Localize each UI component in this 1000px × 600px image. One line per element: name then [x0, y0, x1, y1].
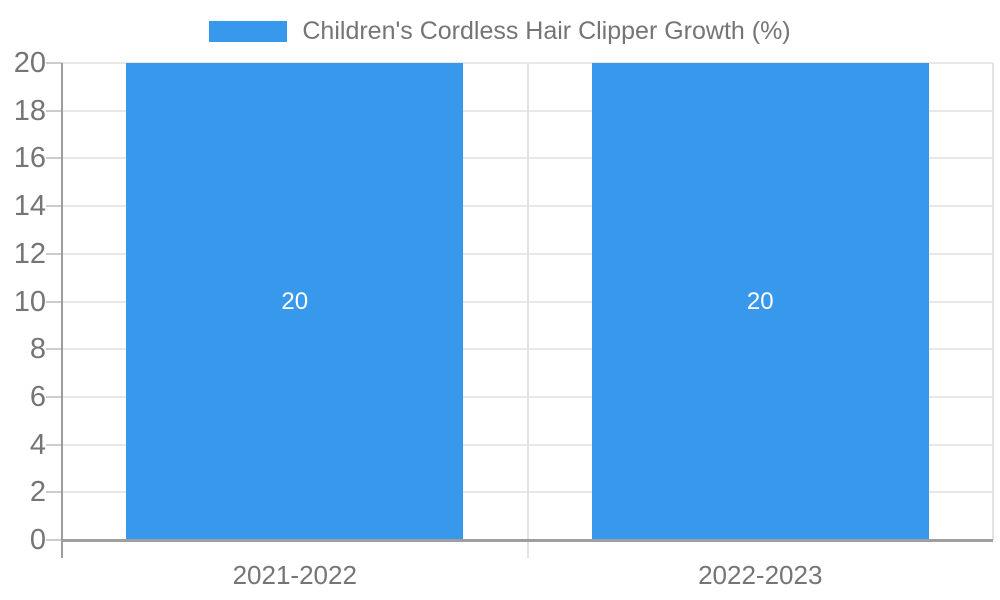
- plot-right-edge: [992, 63, 994, 540]
- y-axis-tick-label: 2: [29, 476, 46, 509]
- y-axis-line: [61, 63, 63, 558]
- y-tick-mark: [46, 205, 62, 208]
- category-divider: [526, 63, 529, 558]
- legend-label: Children's Cordless Hair Clipper Growth …: [302, 17, 791, 45]
- bar[interactable]: [591, 63, 929, 540]
- y-axis-tick-label: 0: [29, 524, 46, 556]
- y-axis-tick-label: 12: [13, 237, 46, 270]
- y-tick-mark: [46, 157, 62, 160]
- y-tick-mark: [46, 62, 62, 64]
- bar[interactable]: [126, 63, 464, 540]
- y-tick-mark: [46, 300, 62, 303]
- y-tick-mark: [46, 539, 62, 541]
- x-axis-category-label: 2022-2023: [698, 560, 823, 590]
- legend-swatch: [209, 20, 288, 42]
- bar-value-label: 20: [746, 287, 774, 315]
- y-axis-tick-label: 6: [29, 380, 46, 413]
- y-axis-tick-label: 4: [29, 428, 46, 461]
- y-axis-tick-label: 16: [13, 142, 46, 175]
- y-tick-mark: [46, 109, 62, 112]
- y-axis-tick-label: 14: [13, 190, 46, 223]
- y-axis-tick-label: 18: [13, 94, 46, 127]
- bar-value-label: 20: [281, 287, 309, 315]
- y-axis-tick-label: 20: [13, 47, 46, 79]
- y-tick-mark: [46, 491, 62, 494]
- y-tick-mark: [46, 395, 62, 398]
- y-tick-mark: [46, 348, 62, 351]
- chart-legend[interactable]: Children's Cordless Hair Clipper Growth …: [0, 16, 1000, 46]
- y-axis-tick-label: 8: [29, 333, 46, 366]
- y-tick-mark: [46, 252, 62, 255]
- y-tick-mark: [46, 443, 62, 446]
- x-axis-line: [62, 539, 993, 542]
- y-axis-tick-label: 10: [13, 285, 46, 318]
- x-axis-category-label: 2021-2022: [232, 560, 357, 590]
